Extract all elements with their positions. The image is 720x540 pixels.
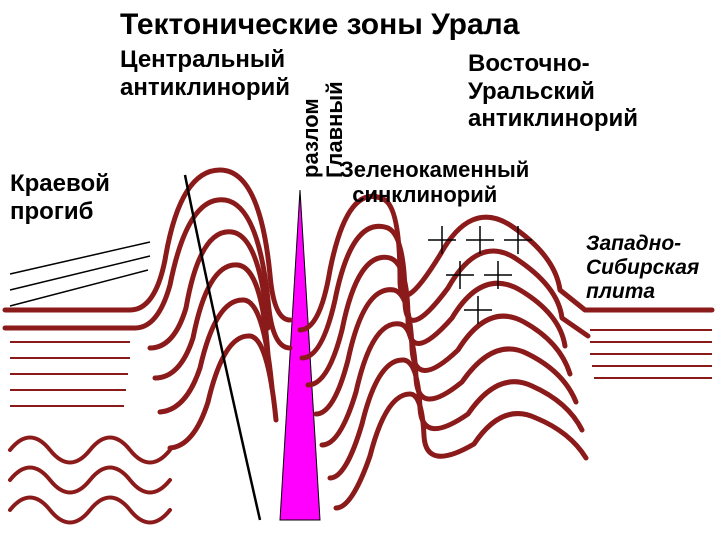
label-line: Восточно-	[468, 50, 590, 77]
label-ws-plate: Западно- Сибирская плита	[586, 232, 699, 304]
basement-wave	[10, 438, 170, 463]
basement-wave	[10, 498, 170, 523]
label-line: Краевой	[10, 170, 110, 197]
label-line: Зеленокаменный	[340, 157, 529, 182]
label-line: Сибирская	[586, 256, 699, 279]
label-main-fault-2: разлом	[298, 98, 324, 178]
diagram-canvas: Тектонические зоны Урала Центральный ант…	[0, 0, 720, 540]
label-line: антиклинорий	[120, 74, 290, 101]
label-main-fault-1: Главный	[322, 81, 348, 178]
label-greenstone: Зеленокаменный синклинорий	[340, 157, 529, 208]
label-line: прогиб	[10, 198, 93, 225]
label-line: Уральский	[468, 78, 595, 105]
hatch-line	[10, 242, 150, 274]
hatch-line	[10, 256, 150, 290]
label-marginal-trough: Краевой прогиб	[10, 170, 110, 225]
fold-stratum	[336, 394, 586, 508]
label-east-ural: Восточно- Уральский антиклинорий	[468, 50, 638, 133]
fault-line	[185, 175, 260, 520]
label-central-anticlinorium: Центральный антиклинорий	[120, 46, 290, 101]
diagram-title: Тектонические зоны Урала	[120, 8, 519, 42]
label-line: Центральный	[120, 46, 285, 73]
hatch-line	[10, 270, 148, 306]
label-line: синклинорий	[352, 182, 497, 207]
basement-wave	[10, 468, 170, 493]
label-line: плита	[586, 280, 655, 303]
label-line: антиклинорий	[468, 105, 638, 132]
label-line: Западно-	[586, 232, 681, 255]
